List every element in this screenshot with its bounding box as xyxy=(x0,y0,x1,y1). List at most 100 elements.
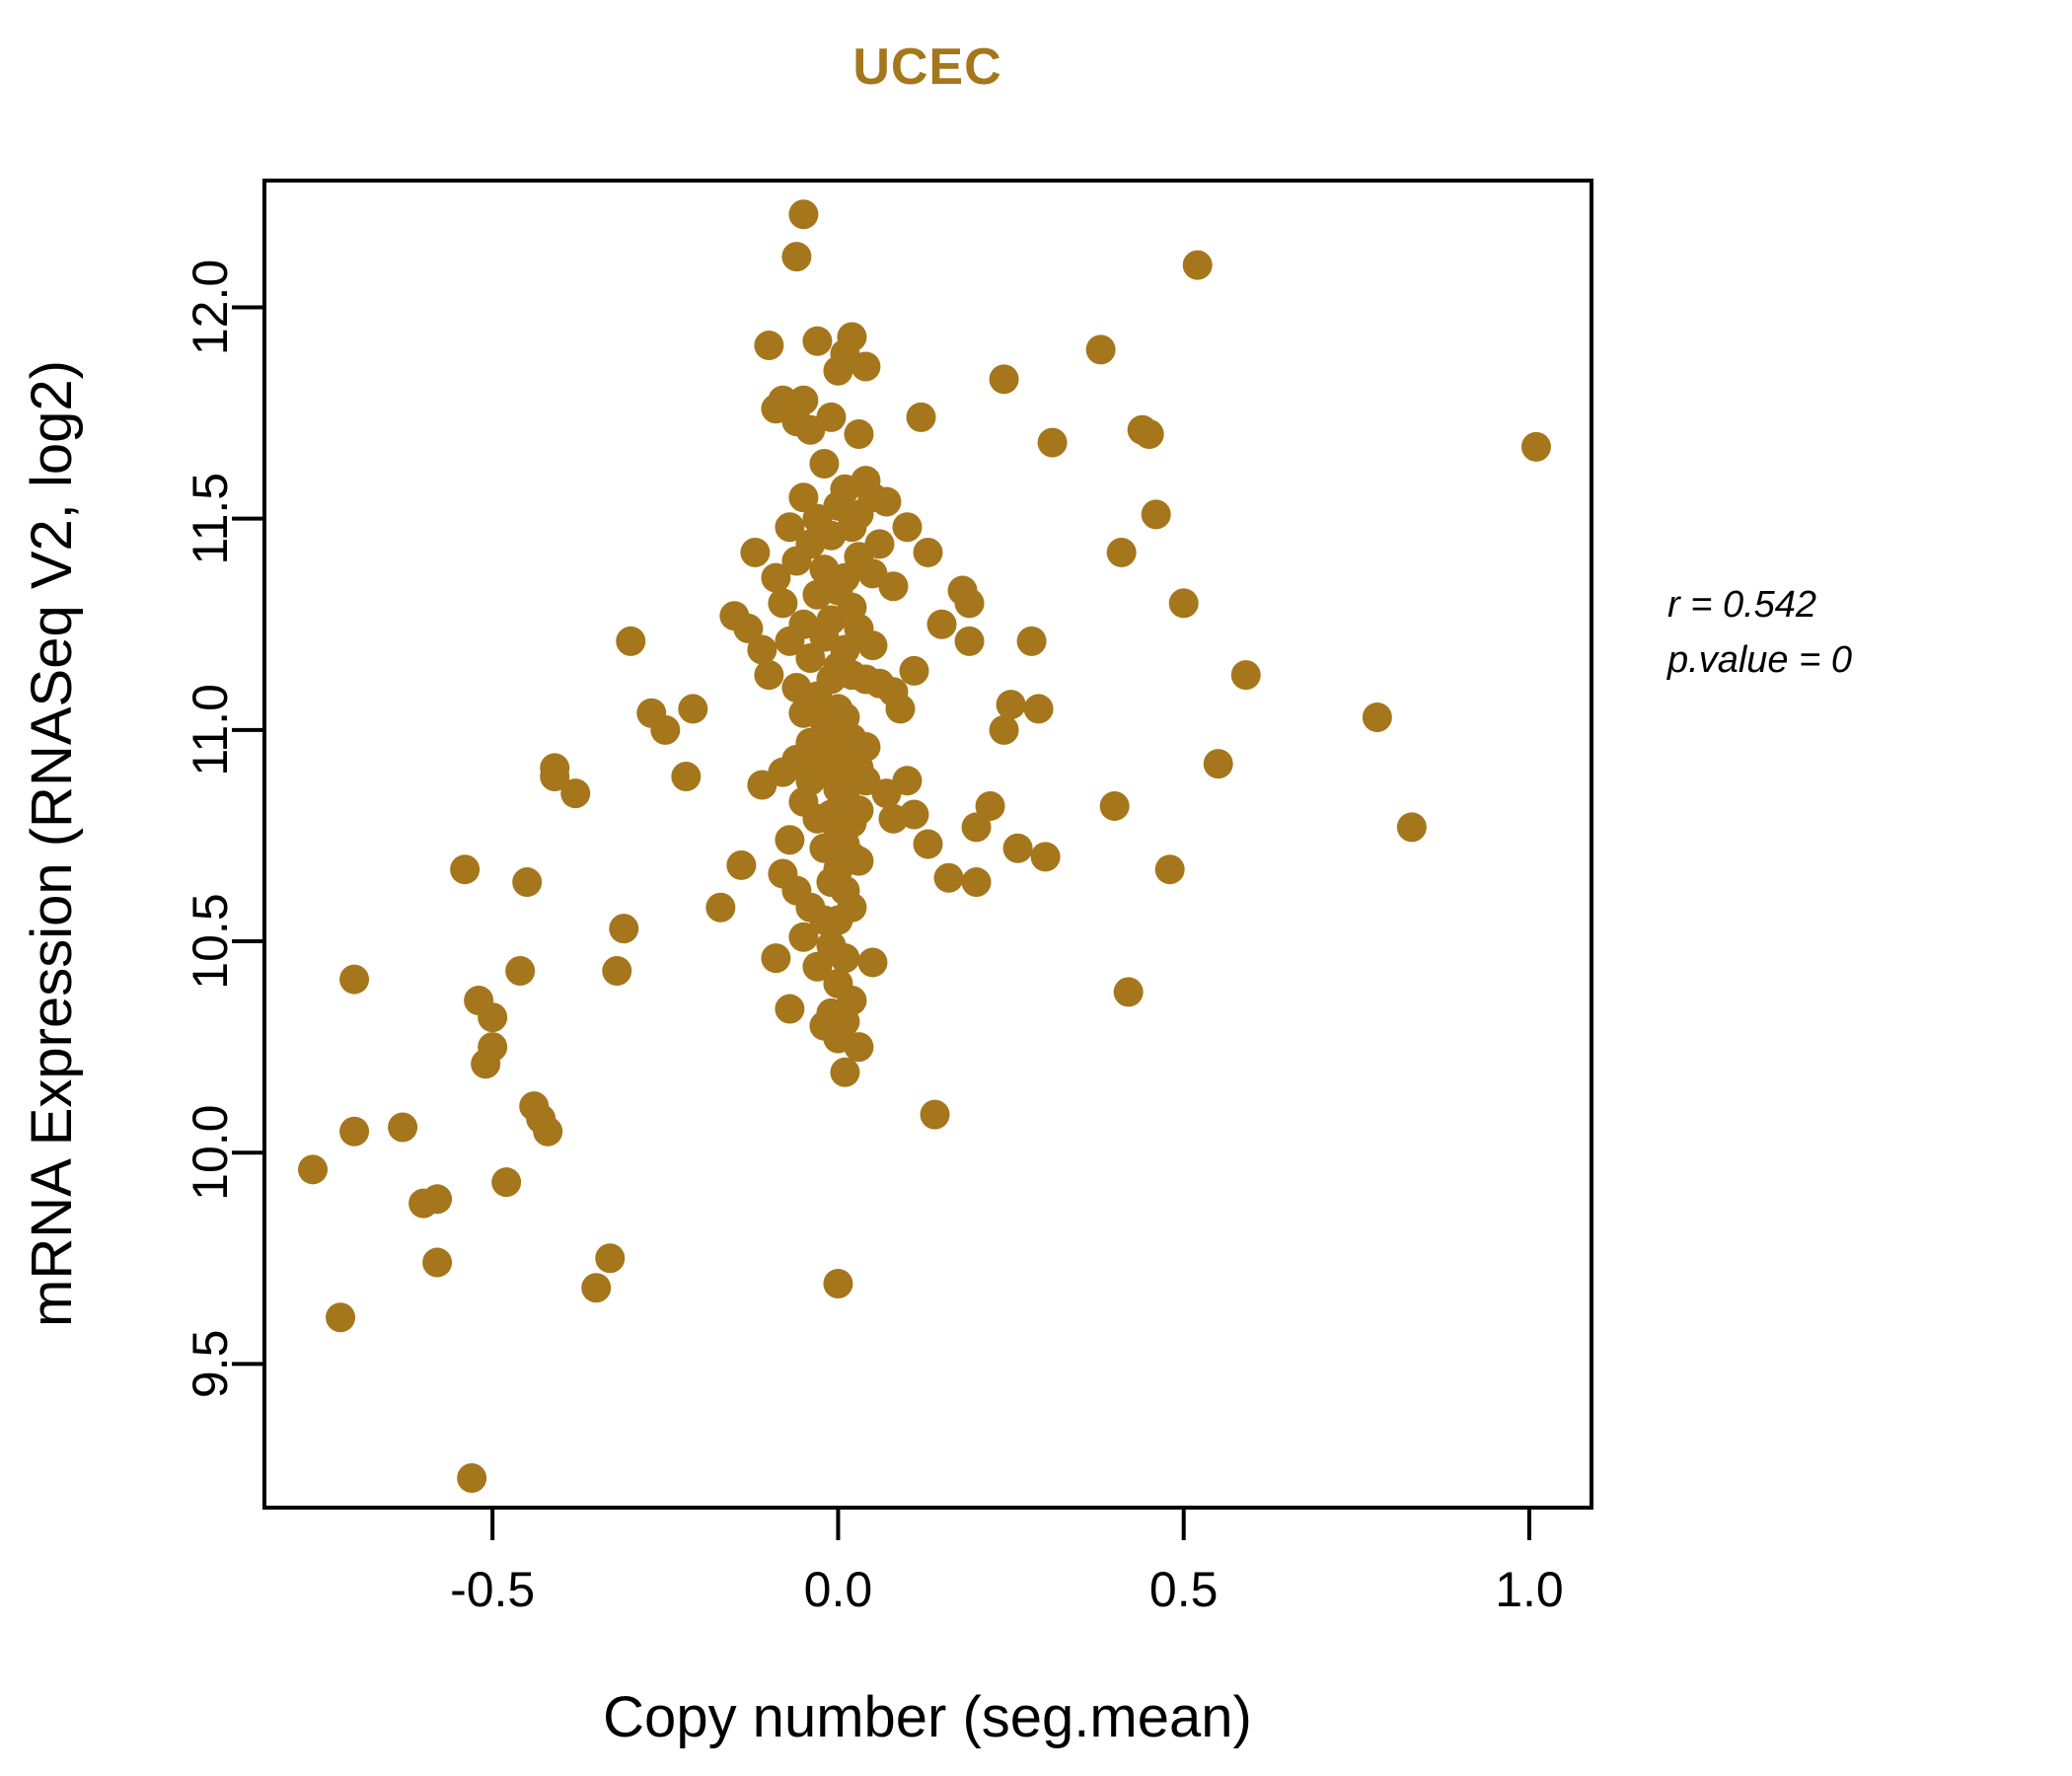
data-point xyxy=(864,529,895,559)
data-point xyxy=(989,364,1019,395)
data-point xyxy=(788,199,819,230)
data-point xyxy=(913,829,943,859)
x-tick-label: 0.0 xyxy=(804,1562,873,1617)
data-point xyxy=(802,326,833,356)
data-point xyxy=(740,537,771,567)
data-point xyxy=(671,761,702,791)
y-tick-label: 11.5 xyxy=(183,473,238,565)
data-point xyxy=(1182,250,1213,280)
data-point xyxy=(857,947,888,978)
data-point xyxy=(851,351,881,382)
plot-frame xyxy=(262,179,1593,1510)
data-point xyxy=(837,322,867,352)
data-point xyxy=(505,956,536,986)
data-point xyxy=(1141,499,1171,530)
data-point xyxy=(1023,694,1054,724)
data-point xyxy=(961,812,992,843)
data-point xyxy=(1099,790,1130,821)
data-point xyxy=(761,943,791,974)
data-point xyxy=(913,537,943,567)
data-point xyxy=(954,626,985,656)
data-point xyxy=(581,1273,612,1303)
data-point xyxy=(802,951,833,982)
data-point xyxy=(761,562,791,593)
data-point xyxy=(1016,626,1047,656)
x-axis-tick-labels: -0.5 0.0 0.5 1.0 xyxy=(450,1562,1564,1617)
data-point xyxy=(788,482,819,513)
data-point xyxy=(326,1302,356,1333)
y-tick-label: 10.0 xyxy=(183,1105,238,1201)
data-point xyxy=(775,512,805,543)
data-point xyxy=(795,643,826,674)
data-point xyxy=(650,714,681,745)
data-point xyxy=(457,1463,487,1494)
data-point xyxy=(788,385,819,415)
data-point xyxy=(844,795,874,826)
y-axis-tick-labels: 9.5 10.0 10.5 11.0 11.5 12.0 xyxy=(183,259,238,1398)
data-point xyxy=(823,1268,853,1298)
data-point xyxy=(816,402,847,432)
data-point xyxy=(478,1002,508,1033)
y-tick-label: 12.0 xyxy=(183,259,238,355)
y-tick-label: 9.5 xyxy=(183,1330,238,1399)
data-point xyxy=(768,588,798,619)
data-point xyxy=(450,854,481,885)
data-point xyxy=(595,1243,626,1274)
data-point xyxy=(830,634,860,665)
data-point xyxy=(1030,842,1061,872)
data-point xyxy=(533,1116,563,1147)
data-point xyxy=(885,694,916,724)
data-point xyxy=(726,850,757,880)
data-point xyxy=(616,626,646,656)
data-point xyxy=(1085,334,1116,365)
data-point xyxy=(768,385,798,415)
data-point xyxy=(1520,431,1551,462)
y-tick-label: 11.0 xyxy=(183,684,238,777)
correlation-annotation: r = 0.542 xyxy=(1667,584,1817,626)
data-point xyxy=(844,1032,874,1063)
data-point xyxy=(491,1167,522,1198)
data-point xyxy=(954,588,985,619)
data-point xyxy=(1154,854,1185,885)
data-point xyxy=(975,790,1005,821)
data-point xyxy=(837,985,867,1015)
data-point xyxy=(298,1154,329,1185)
data-point xyxy=(1203,749,1233,779)
data-point xyxy=(512,867,543,898)
data-point xyxy=(996,690,1026,720)
y-tick-label: 10.5 xyxy=(183,893,238,989)
data-point xyxy=(878,571,909,602)
data-point xyxy=(478,1032,508,1063)
data-point xyxy=(775,994,805,1024)
data-point xyxy=(560,778,591,809)
pvalue-annotation: p.value = 0 xyxy=(1667,639,1852,681)
data-point xyxy=(857,630,888,661)
data-point xyxy=(989,714,1019,745)
data-point xyxy=(830,1057,860,1087)
data-point xyxy=(1230,660,1261,691)
data-point xyxy=(754,331,784,361)
data-point xyxy=(871,486,902,517)
data-point xyxy=(830,562,860,593)
y-axis-label: mRNA Expression (RNASeq V2, log2) xyxy=(20,360,84,1327)
data-point xyxy=(1396,812,1427,843)
data-point xyxy=(899,655,929,686)
data-point xyxy=(809,448,840,479)
data-point xyxy=(844,846,874,876)
data-point xyxy=(678,694,708,724)
data-point xyxy=(388,1112,418,1143)
data-point xyxy=(781,242,812,272)
data-point xyxy=(1106,537,1137,567)
data-point xyxy=(892,512,923,543)
data-point-group xyxy=(298,199,1551,1494)
data-point xyxy=(422,1247,453,1278)
data-point xyxy=(837,892,867,923)
data-point xyxy=(1113,977,1144,1007)
data-point xyxy=(899,799,929,830)
data-point xyxy=(705,892,736,923)
data-point xyxy=(747,634,777,665)
data-point xyxy=(1002,833,1033,863)
data-point xyxy=(961,867,992,898)
